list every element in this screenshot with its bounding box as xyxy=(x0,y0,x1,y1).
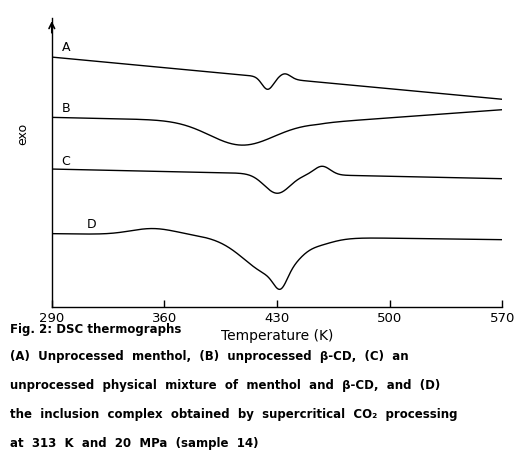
Text: D: D xyxy=(87,218,97,231)
Text: unprocessed  physical  mixture  of  menthol  and  β-CD,  and  (D): unprocessed physical mixture of menthol … xyxy=(10,379,441,392)
Text: at  313  K  and  20  MPa  (sample  14): at 313 K and 20 MPa (sample 14) xyxy=(10,437,259,450)
Text: exo: exo xyxy=(16,123,29,145)
Text: C: C xyxy=(62,155,70,168)
Text: Fig. 2: DSC thermographs: Fig. 2: DSC thermographs xyxy=(10,323,182,336)
Text: (A)  Unprocessed  menthol,  (B)  unprocessed  β-CD,  (C)  an: (A) Unprocessed menthol, (B) unprocessed… xyxy=(10,350,409,363)
Text: A: A xyxy=(62,41,70,54)
X-axis label: Temperature (K): Temperature (K) xyxy=(221,329,333,343)
Text: the  inclusion  complex  obtained  by  supercritical  CO₂  processing: the inclusion complex obtained by superc… xyxy=(10,408,458,421)
Text: B: B xyxy=(62,102,70,115)
